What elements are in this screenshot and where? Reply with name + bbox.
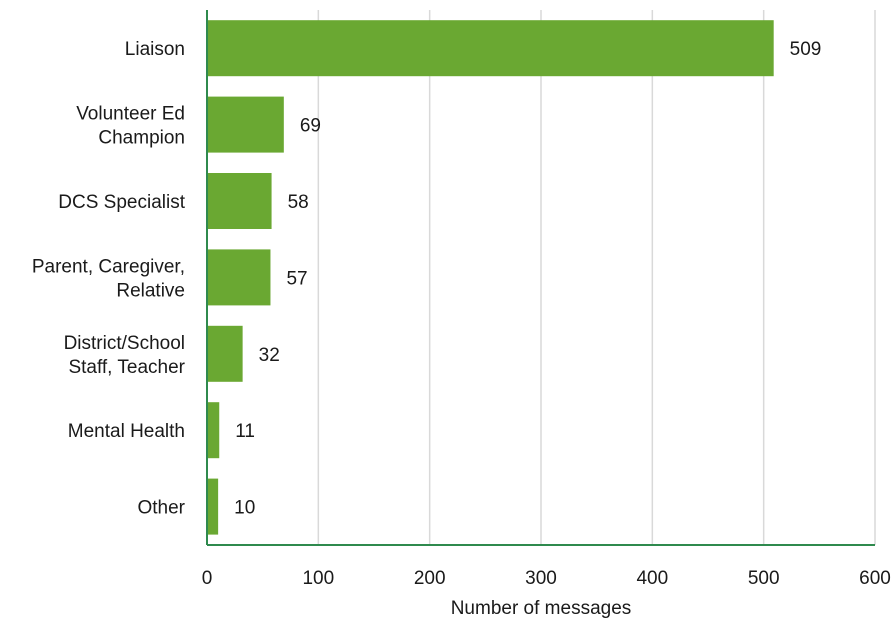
x-tick-label: 400 [636, 568, 668, 589]
axes [206, 10, 875, 546]
category-label: Volunteer Ed [76, 104, 185, 125]
category-label: Parent, Caregiver, [32, 256, 185, 277]
x-tick-label: 0 [202, 568, 213, 589]
bar [207, 402, 220, 459]
labels: 0 100 200 300 400 500 600 509 Liaison 69 Volunteer… [32, 39, 891, 589]
category-label: Mental Health [68, 421, 185, 442]
x-tick-label: 300 [525, 568, 557, 589]
data-label: 69 [300, 116, 321, 137]
category-label: Staff, Teacher [68, 357, 185, 378]
bars [207, 20, 774, 535]
x-tick-label: 100 [302, 568, 334, 589]
bar [207, 478, 219, 535]
bar [207, 20, 774, 77]
data-label: 11 [235, 421, 255, 442]
category-label: Liaison [125, 39, 185, 60]
bar [207, 96, 284, 153]
bar [207, 173, 272, 229]
data-label: 58 [288, 192, 309, 213]
x-tick-label: 200 [414, 568, 446, 589]
bar [207, 325, 243, 382]
category-label: Relative [116, 280, 185, 301]
gridlines [317, 10, 876, 545]
data-label: 32 [259, 345, 280, 366]
x-axis-title: Number of messages [451, 598, 632, 619]
bar [207, 249, 271, 306]
data-label: 10 [234, 498, 255, 519]
x-tick-label: 500 [748, 568, 780, 589]
category-label: Other [137, 498, 185, 519]
data-label: 57 [286, 268, 307, 289]
data-label: 509 [790, 39, 822, 60]
category-label: District/School [64, 333, 185, 354]
x-tick-label: 600 [859, 568, 891, 589]
category-label: DCS Specialist [58, 192, 185, 213]
category-label: Champion [98, 128, 185, 149]
